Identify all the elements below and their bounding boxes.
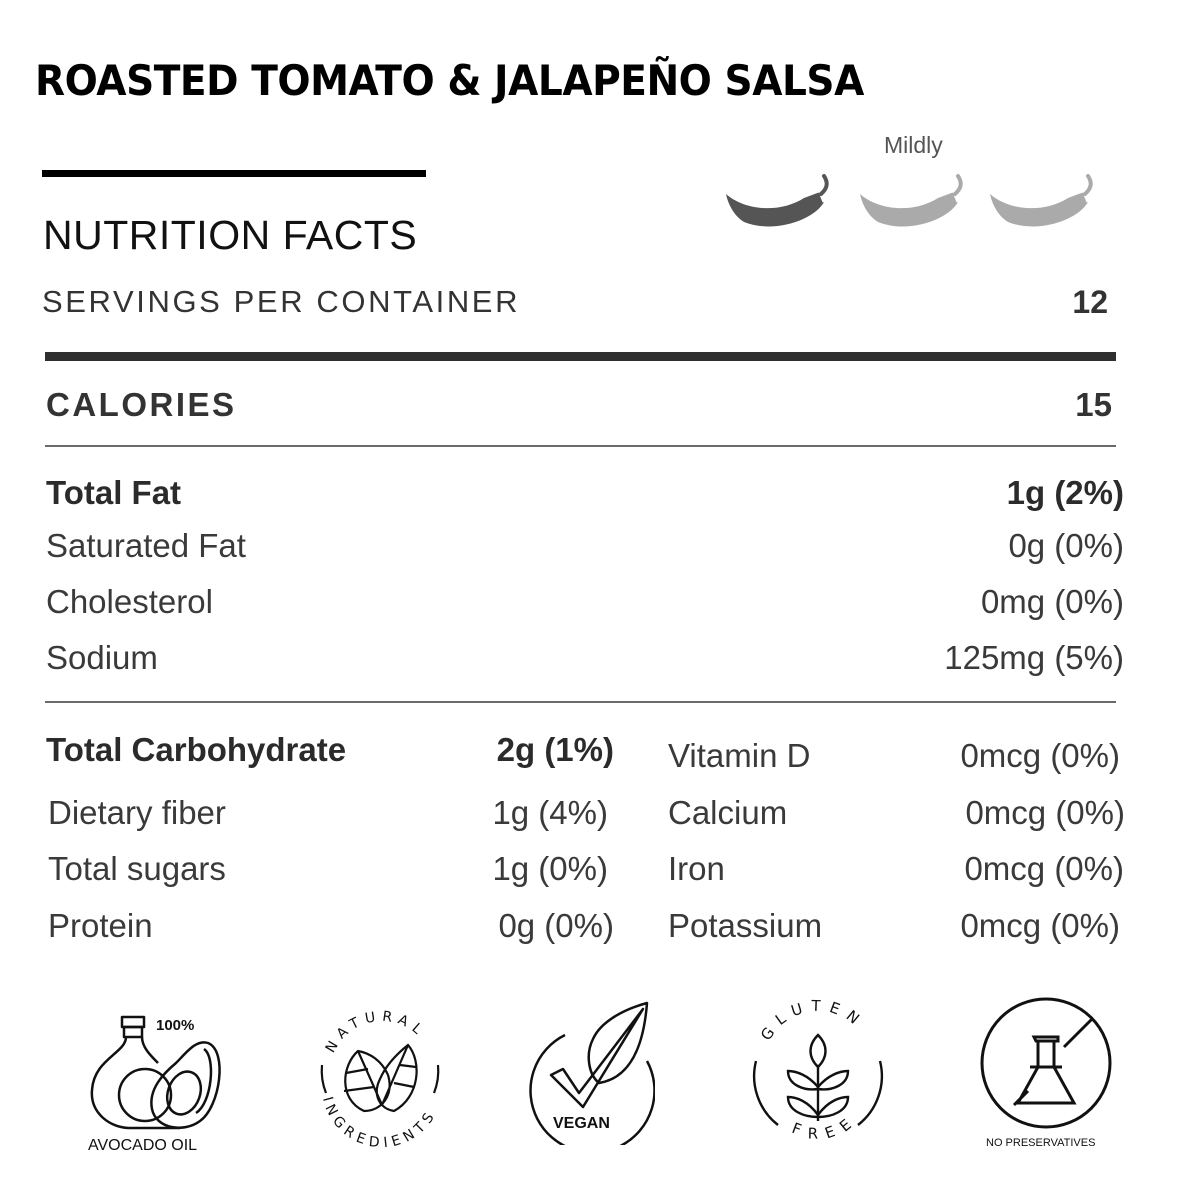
- nutrient-label-dietary-fiber: Dietary fiber: [48, 794, 226, 831]
- vegan-check-leaf-icon: [529, 1001, 655, 1145]
- nutrient-value-calcium: 0mcg (0%): [965, 794, 1125, 831]
- badge-natural-ingredients: NATURAL INGREDIENTS: [308, 995, 453, 1170]
- nutrient-label: Sodium: [46, 639, 158, 676]
- nutrient-value: 0g (0%): [1008, 527, 1124, 564]
- nutrition-facts-heading: NUTRITION FACTS: [43, 212, 418, 258]
- svg-text:GLUTEN: GLUTEN: [757, 997, 869, 1044]
- avocado-oil-icon: [90, 1015, 221, 1130]
- vegan-caption: VEGAN: [553, 1115, 610, 1132]
- heat-level-label: Mildly: [884, 132, 943, 158]
- no-flask-icon: [980, 997, 1112, 1129]
- nutrient-label-iron: Iron: [668, 850, 725, 887]
- product-title: ROASTED TOMATO & JALAPEÑO SALSA: [35, 56, 864, 105]
- leaves-icon: NATURAL INGREDIENTS: [319, 1009, 440, 1151]
- nutrient-value: 125mg (5%): [944, 639, 1124, 676]
- nutrient-label-calcium: Calcium: [668, 794, 788, 831]
- calories-label: CALORIES: [46, 386, 237, 423]
- avocado-percent: 100%: [156, 1017, 195, 1034]
- nutrient-value-dietary-fiber: 1g (4%): [492, 794, 608, 831]
- nutrient-value: 1g (2%): [1006, 474, 1124, 511]
- nutrient-label: Total Fat: [46, 474, 182, 511]
- badge-no-preservatives: NO PRESERVATIVES: [978, 995, 1123, 1170]
- nutrient-label: Cholesterol: [46, 583, 213, 620]
- badge-vegan: VEGAN: [515, 995, 655, 1170]
- nutrient-row-saturated-fat: Saturated Fat 0g (0%): [46, 527, 1124, 565]
- badge-avocado-oil: 100% AVOCADO OIL: [80, 995, 230, 1170]
- nutrient-label-potassium: Potassium: [668, 907, 823, 944]
- nutrient-label: Saturated Fat: [46, 527, 246, 564]
- nutrient-value-total-sugars: 1g (0%): [492, 850, 608, 887]
- wheat-icon: GLUTEN FREE: [752, 997, 884, 1143]
- calories-value: 15: [1075, 386, 1112, 423]
- nutrient-label-vitamin-d: Vitamin D: [668, 737, 811, 774]
- nutrient-label-protein: Protein: [48, 907, 153, 944]
- nutrient-row-total-fat: Total Fat 1g (2%): [46, 474, 1124, 512]
- nutrient-row-sodium: Sodium 125mg (5%): [46, 639, 1124, 677]
- servings-label: SERVINGS PER CONTAINER: [42, 284, 521, 319]
- pepper-icon-inactive: [860, 174, 963, 227]
- badge-gluten-free: GLUTEN FREE: [748, 995, 888, 1170]
- thick-divider: [45, 352, 1116, 361]
- nutrient-value-protein: 0g (0%): [498, 907, 614, 944]
- nutrient-label-total-sugars: Total sugars: [48, 850, 226, 887]
- servings-value: 12: [1072, 284, 1108, 320]
- svg-text:NATURAL: NATURAL: [323, 1009, 430, 1056]
- avocado-caption: AVOCADO OIL: [88, 1137, 198, 1154]
- nutrient-label-total-carbohydrate: Total Carbohydrate: [46, 731, 347, 768]
- no-preservatives-caption: NO PRESERVATIVES: [986, 1137, 1096, 1149]
- nutrient-row-cholesterol: Cholesterol 0mg (0%): [46, 583, 1124, 621]
- thin-divider: [45, 701, 1116, 703]
- header-divider: [42, 170, 426, 177]
- pepper-icon-inactive: [990, 174, 1093, 227]
- nutrient-value-iron: 0mcg (0%): [964, 850, 1124, 887]
- thin-divider: [45, 445, 1116, 447]
- nutrient-value-vitamin-d: 0mcg (0%): [960, 737, 1120, 774]
- nutrient-value-total-carbohydrate: 2g (1%): [496, 731, 614, 768]
- pepper-icon-active: [726, 174, 829, 227]
- nutrient-value-potassium: 0mcg (0%): [960, 907, 1120, 944]
- nutrient-value: 0mg (0%): [980, 583, 1124, 620]
